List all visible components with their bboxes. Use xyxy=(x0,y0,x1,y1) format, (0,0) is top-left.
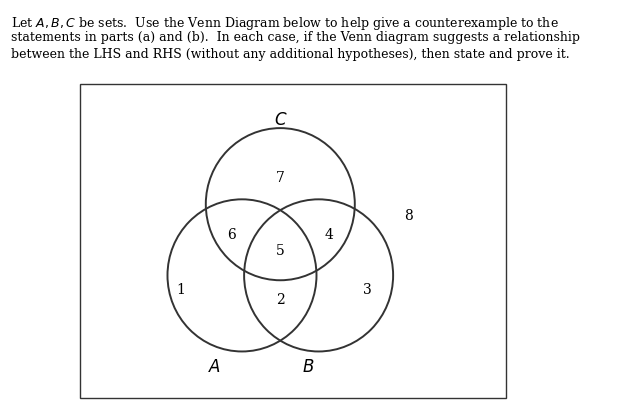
Text: 4: 4 xyxy=(325,228,334,242)
Text: between the LHS and RHS (without any additional hypotheses), then state and prov: between the LHS and RHS (without any add… xyxy=(11,48,569,61)
Text: 8: 8 xyxy=(404,208,412,222)
Text: 5: 5 xyxy=(276,244,284,258)
Text: Let $A, B, C$ be sets.  Use the Venn Diagram below to help give a counterexample: Let $A, B, C$ be sets. Use the Venn Diag… xyxy=(11,15,559,32)
Text: 1: 1 xyxy=(176,283,184,297)
Text: 6: 6 xyxy=(227,228,236,242)
Text: $\mathit{A}$: $\mathit{A}$ xyxy=(208,359,221,376)
Text: statements in parts (a) and (b).  In each case, if the Venn diagram suggests a r: statements in parts (a) and (b). In each… xyxy=(11,31,580,44)
Text: $\mathit{B}$: $\mathit{B}$ xyxy=(302,359,314,376)
Text: 3: 3 xyxy=(363,283,372,297)
Text: 2: 2 xyxy=(276,293,284,307)
Text: $\mathit{C}$: $\mathit{C}$ xyxy=(273,112,287,129)
Text: 7: 7 xyxy=(276,171,284,185)
